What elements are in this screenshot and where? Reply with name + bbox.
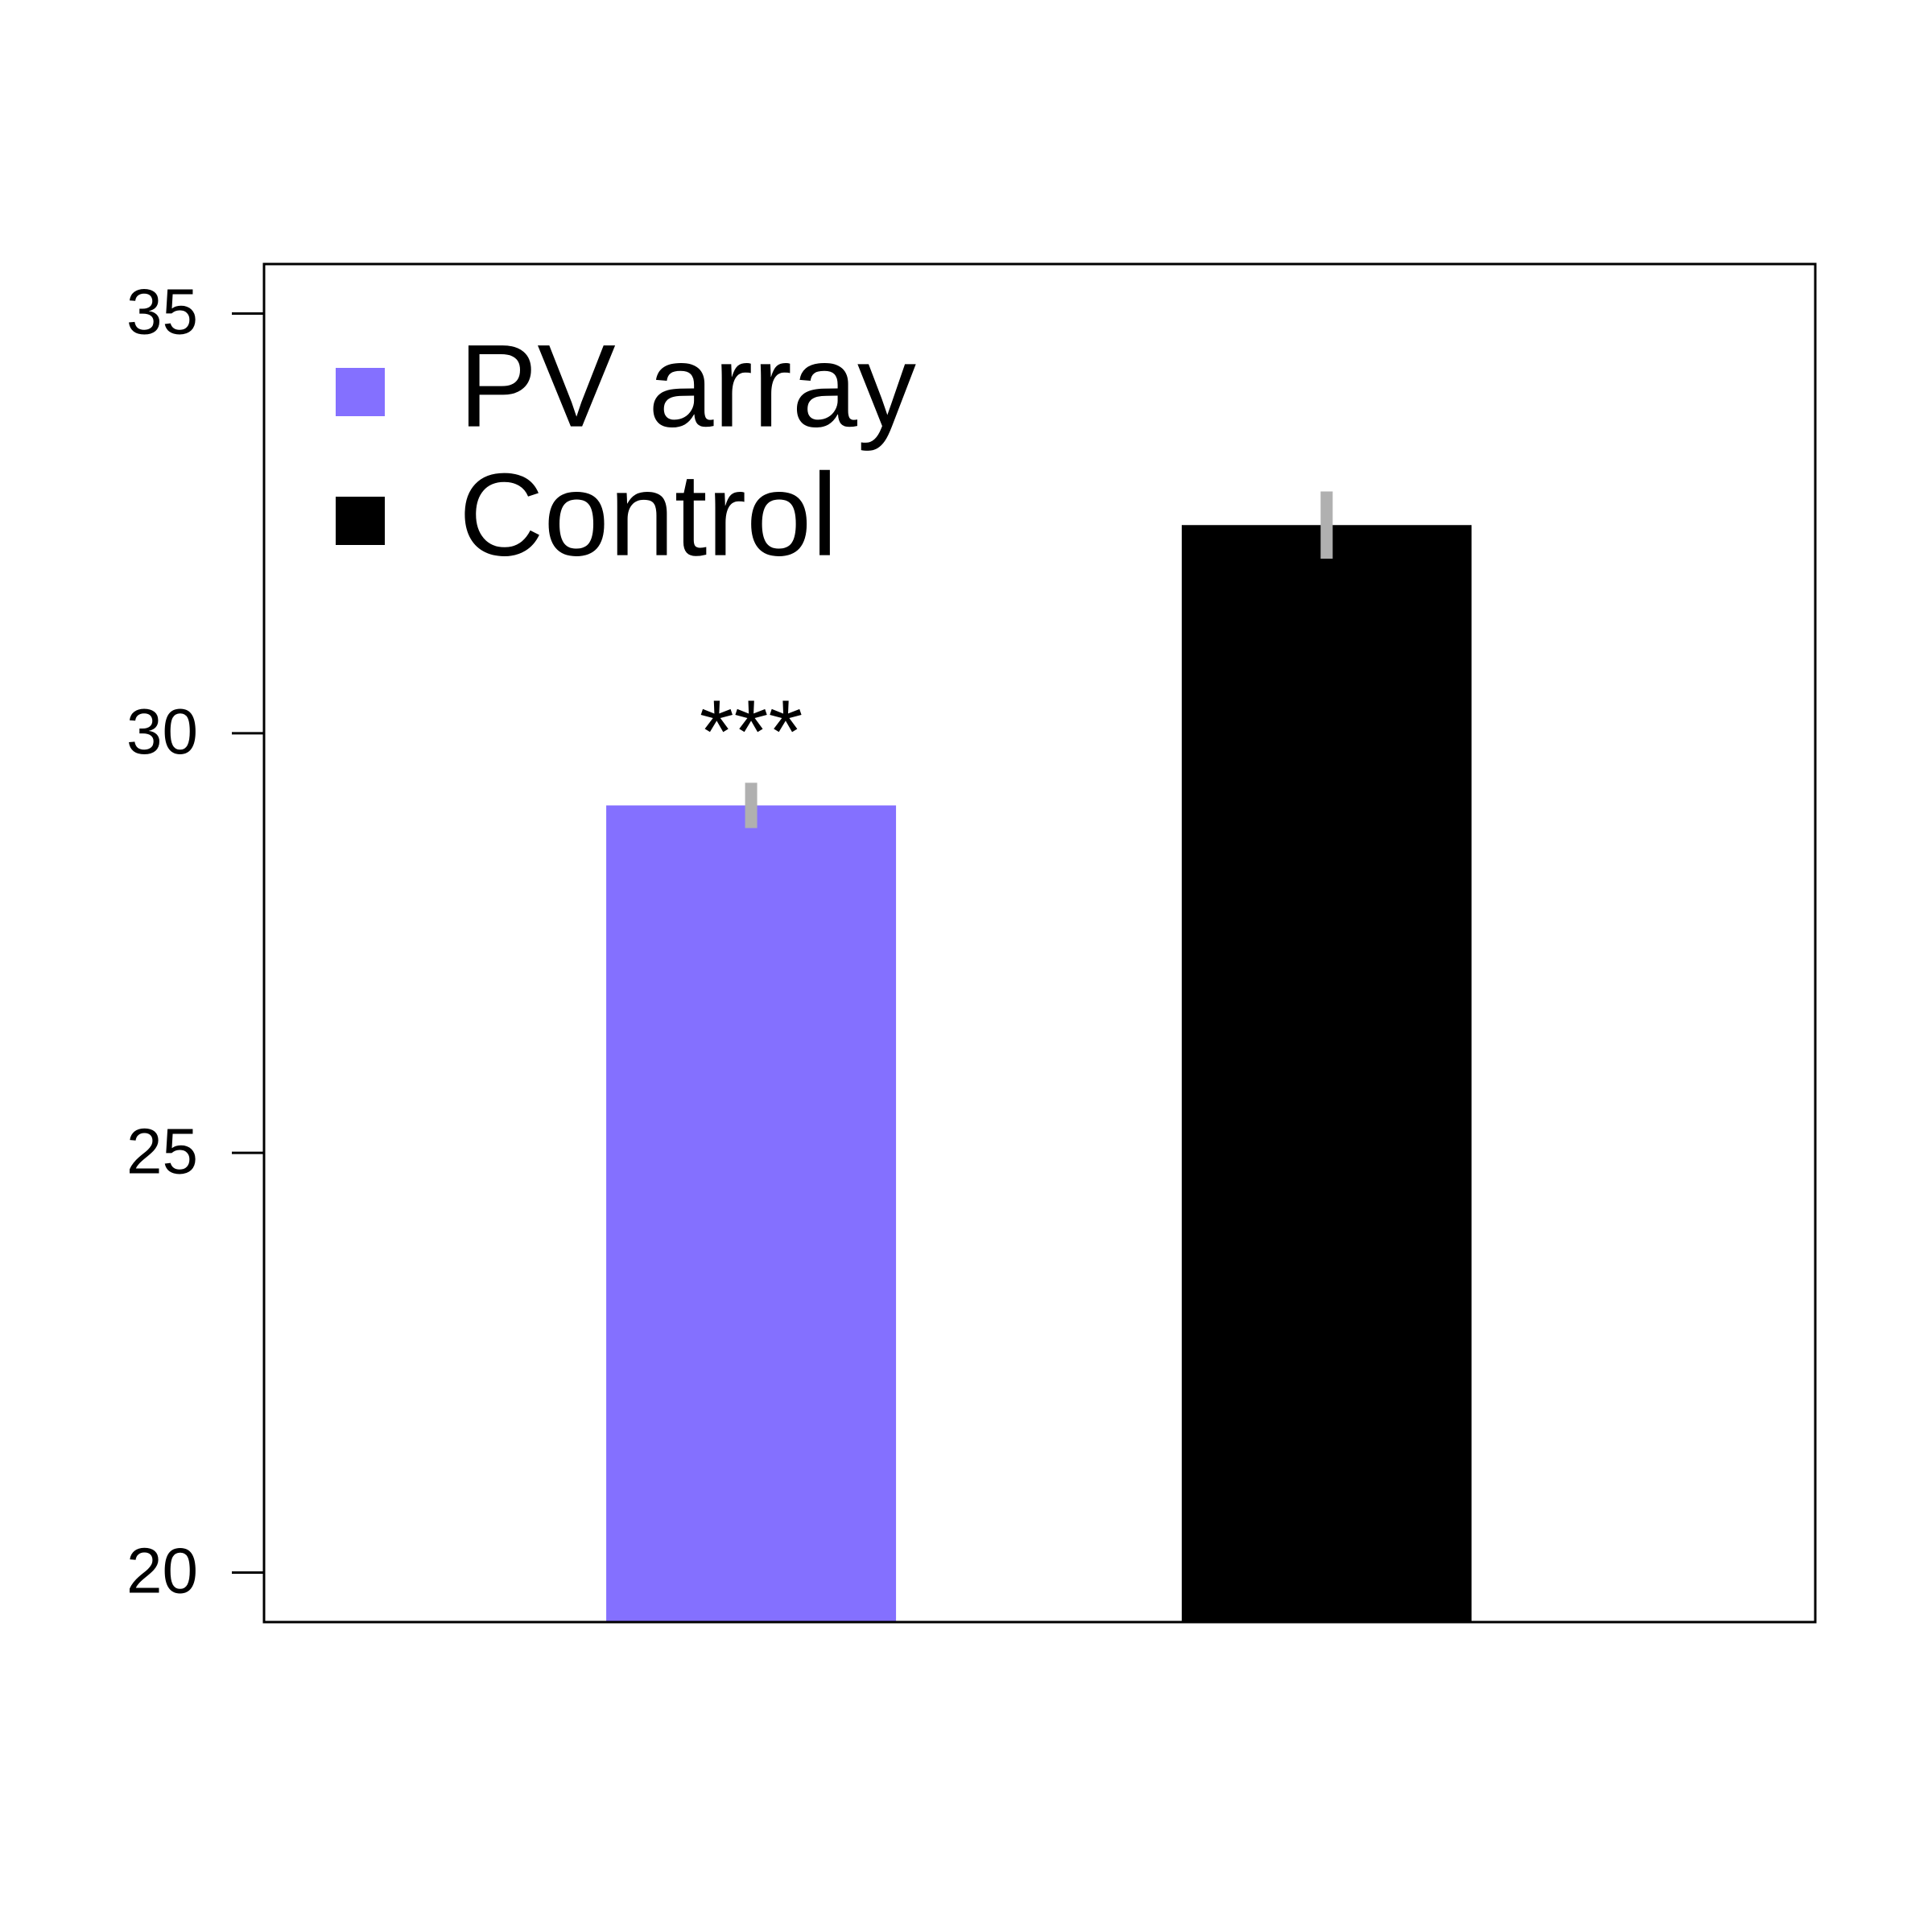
y-tick-label: 35: [126, 276, 198, 348]
legend-label: Control: [459, 449, 838, 580]
annotation: ***: [700, 682, 803, 781]
legend-swatch: [336, 368, 385, 416]
bar: [1181, 525, 1472, 1622]
bar: [606, 805, 897, 1622]
y-tick-label: 20: [126, 1535, 198, 1607]
y-tick-label: 25: [126, 1115, 198, 1187]
plot-frame: [262, 262, 1817, 1624]
legend-label: PV array: [459, 320, 916, 452]
y-tick-label: 30: [126, 696, 198, 767]
legend-swatch: [336, 497, 385, 545]
